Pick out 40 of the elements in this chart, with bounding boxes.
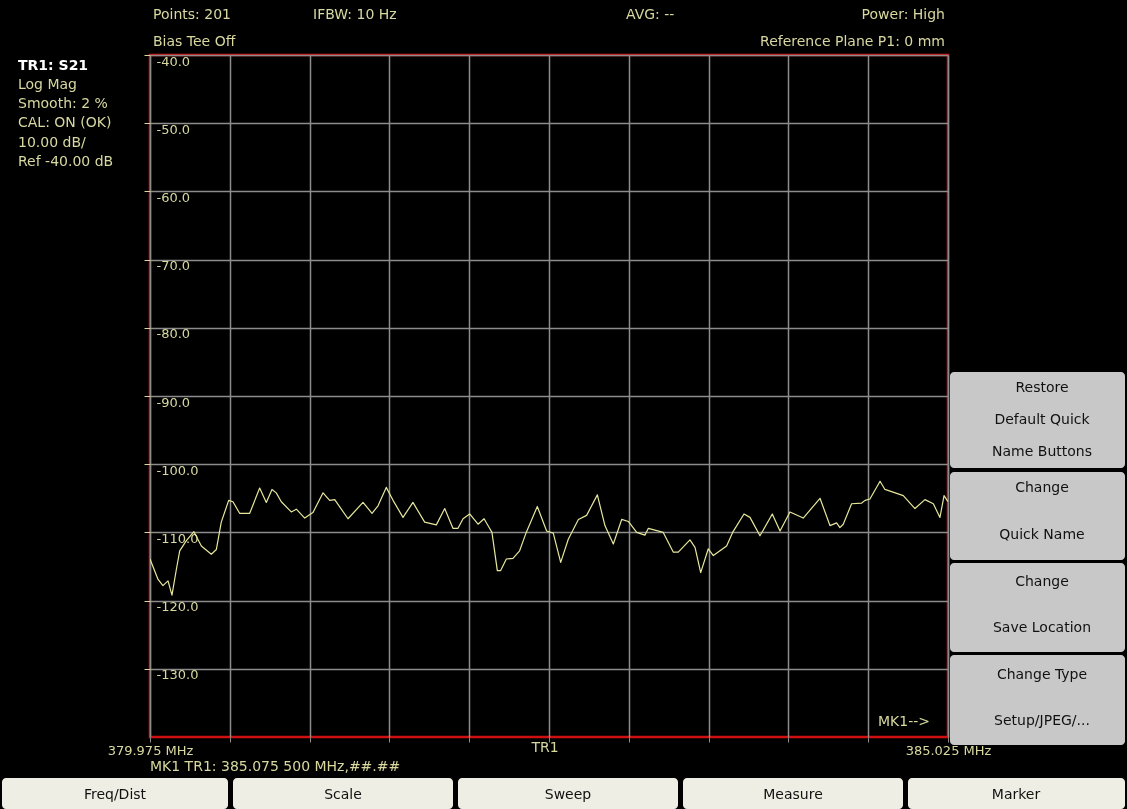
text: Measure <box>763 786 823 802</box>
text: Change <box>1015 479 1069 495</box>
y-tick-label: -130.0 <box>156 667 199 683</box>
text: Quick Name <box>999 526 1085 542</box>
annotation: MK1--> <box>878 713 931 729</box>
x-tick-label: 379.975 MHz <box>107 742 194 758</box>
y-tick-label: -120.0 <box>156 599 199 615</box>
text: Change Type <box>996 666 1088 682</box>
text: Sweep <box>544 786 592 802</box>
y-tick-label: -90.0 <box>156 394 191 410</box>
text: Change <box>1015 573 1069 589</box>
text: Power: High <box>861 6 945 22</box>
y-tick-label: -40.0 <box>156 53 191 69</box>
text: TR1 <box>530 739 559 755</box>
y-tick-label: -80.0 <box>156 326 191 342</box>
text: Points: 201 <box>153 6 231 22</box>
text: Marker <box>991 786 1041 802</box>
y-tick-label: -70.0 <box>156 258 191 274</box>
text: CAL: ON (OK) <box>18 114 112 130</box>
text: Smooth: 2 % <box>18 95 108 111</box>
text: AVG: -- <box>626 6 675 22</box>
text: 10.00 dB/ <box>18 134 87 150</box>
text: Name Buttons <box>992 443 1092 459</box>
text: Bias Tee Off <box>153 33 236 49</box>
y-tick-label: -100.0 <box>156 462 199 478</box>
y-tick-label: -50.0 <box>156 121 191 137</box>
y-tick-label: -60.0 <box>156 189 191 205</box>
text: Restore <box>1015 379 1069 395</box>
x-tick-label: 385.025 MHz <box>905 742 992 758</box>
text: Freq/Dist <box>83 786 147 802</box>
text: Log Mag <box>18 76 78 92</box>
text: Ref -40.00 dB <box>18 153 114 169</box>
text: TR1: S21 <box>18 57 89 73</box>
text: Setup/JPEG/... <box>994 712 1090 728</box>
text: Reference Plane P1: 0 mm <box>760 33 945 49</box>
text: MK1 TR1: 385.075 500 MHz,##.## <box>150 758 401 774</box>
text: Default Quick <box>994 411 1091 427</box>
text: Scale <box>324 786 362 802</box>
text: Save Location <box>992 619 1092 635</box>
text: IFBW: 10 Hz <box>313 6 397 22</box>
